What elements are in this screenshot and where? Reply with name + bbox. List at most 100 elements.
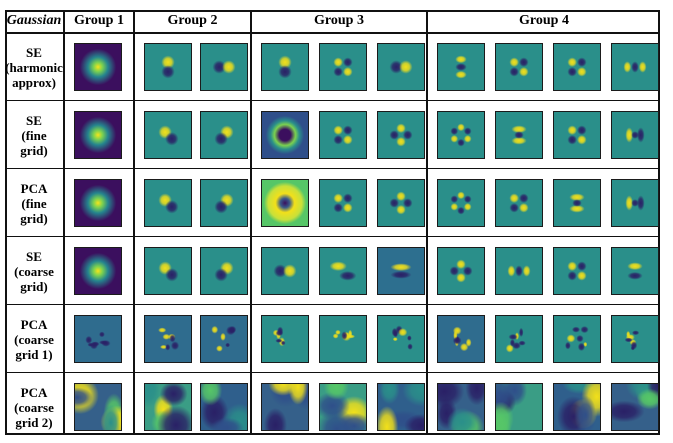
basis-image-render xyxy=(320,112,366,158)
basis-image-render xyxy=(75,44,121,90)
basis-image-render xyxy=(496,44,542,90)
basis-image-dipole-d2 xyxy=(200,179,248,227)
basis-image-dipole-d2 xyxy=(200,111,248,159)
basis-image-render xyxy=(612,44,658,90)
basis-image-tri-h xyxy=(611,43,659,91)
basis-image-render xyxy=(496,248,542,294)
basis-image-ring-open2 xyxy=(611,111,659,159)
basis-image-render xyxy=(554,248,600,294)
basis-image-render xyxy=(145,316,191,362)
basis-image-quad-x xyxy=(319,179,367,227)
basis-image-render xyxy=(554,316,600,362)
basis-image-quad-x xyxy=(495,179,543,227)
basis-image-render xyxy=(554,180,600,226)
basis-image-quad-d xyxy=(437,247,485,295)
basis-image-render xyxy=(75,248,121,294)
basis-image-render xyxy=(496,112,542,158)
row-label: PCA (fine grid) xyxy=(5,170,63,236)
basis-image-quad-x xyxy=(495,43,543,91)
basis-image-noise-i xyxy=(553,315,601,363)
row-label: PCA (coarse grid 2) xyxy=(5,374,63,440)
basis-image-noise-g xyxy=(437,315,485,363)
basis-image-quad-x xyxy=(319,43,367,91)
basis-image-render xyxy=(201,316,247,362)
basis-image-render xyxy=(262,44,308,90)
basis-image-blob-c xyxy=(200,383,248,431)
grid-column-rule xyxy=(250,10,252,435)
basis-image-render xyxy=(262,316,308,362)
group-2-header: Group 2 xyxy=(167,13,218,28)
basis-image-dipole-v xyxy=(144,43,192,91)
basis-image-render xyxy=(378,112,424,158)
basis-image-render xyxy=(201,180,247,226)
basis-image-hex xyxy=(437,111,485,159)
basis-image-render xyxy=(612,112,658,158)
basis-image-render xyxy=(262,112,308,158)
group-1-header: Group 1 xyxy=(74,13,124,28)
basis-image-blob-d xyxy=(261,383,309,431)
basis-image-quad-x xyxy=(319,111,367,159)
basis-image-blob-e xyxy=(319,383,367,431)
basis-image-render xyxy=(554,384,600,430)
basis-image-tri-v xyxy=(437,43,485,91)
basis-image-quad-x xyxy=(553,111,601,159)
basis-image-blob-f xyxy=(377,383,425,431)
grid-row-rule xyxy=(5,372,660,373)
basis-image-render xyxy=(438,180,484,226)
basis-image-stripe-d2 xyxy=(611,247,659,295)
grid-row-rule xyxy=(5,10,660,12)
basis-image-render xyxy=(496,384,542,430)
basis-image-render xyxy=(378,248,424,294)
row-label-line: SE xyxy=(26,248,42,264)
basis-image-noise-b xyxy=(144,315,192,363)
row-label-line: PCA xyxy=(20,180,48,196)
basis-image-render xyxy=(496,316,542,362)
row-label: PCA (coarse grid 1) xyxy=(5,306,63,372)
basis-image-render xyxy=(612,384,658,430)
basis-image-halo-dark xyxy=(74,247,122,295)
grid-row-rule xyxy=(5,32,660,34)
basis-image-render xyxy=(438,248,484,294)
basis-image-render xyxy=(554,112,600,158)
basis-image-dipole-h xyxy=(377,43,425,91)
basis-image-render xyxy=(554,44,600,90)
basis-image-noise-h xyxy=(495,315,543,363)
basis-image-render xyxy=(201,384,247,430)
basis-image-render xyxy=(438,44,484,90)
basis-image-noise-e xyxy=(319,315,367,363)
basis-image-blob-g xyxy=(437,383,485,431)
row-label-line: (fine xyxy=(21,127,47,143)
basis-image-render xyxy=(320,384,366,430)
basis-image-render xyxy=(496,180,542,226)
grid-row-rule xyxy=(5,236,660,237)
basis-image-render xyxy=(75,180,121,226)
basis-image-render xyxy=(145,112,191,158)
basis-image-render xyxy=(75,316,121,362)
basis-image-halo-dark xyxy=(74,179,122,227)
basis-image-render xyxy=(612,248,658,294)
basis-image-noise-c xyxy=(200,315,248,363)
basis-image-render xyxy=(201,112,247,158)
row-label: SE (fine grid) xyxy=(5,102,63,168)
basis-function-grid: Gaussian Group 1 Group 2 Group 3 Group 4… xyxy=(5,10,660,435)
grid-row-rule xyxy=(5,433,660,435)
basis-image-render xyxy=(438,316,484,362)
basis-image-ring-open2 xyxy=(611,179,659,227)
basis-image-render xyxy=(145,248,191,294)
grid-row-rule xyxy=(5,168,660,169)
basis-image-blob-j xyxy=(611,383,659,431)
row-label-line: (coarse xyxy=(14,263,54,279)
basis-image-stripe-d xyxy=(319,247,367,295)
basis-image-render xyxy=(75,112,121,158)
basis-image-blob-b xyxy=(144,383,192,431)
basis-image-render xyxy=(320,248,366,294)
basis-image-dipole-d xyxy=(144,247,192,295)
basis-image-render xyxy=(145,384,191,430)
row-label-line: (harmonic xyxy=(5,59,63,75)
basis-image-ring-dark xyxy=(261,111,309,159)
basis-image-render xyxy=(378,384,424,430)
row-label-line: (coarse xyxy=(14,331,54,347)
basis-image-render xyxy=(145,44,191,90)
corner-label: Gaussian xyxy=(6,13,62,28)
row-label-line: PCA xyxy=(20,384,48,400)
